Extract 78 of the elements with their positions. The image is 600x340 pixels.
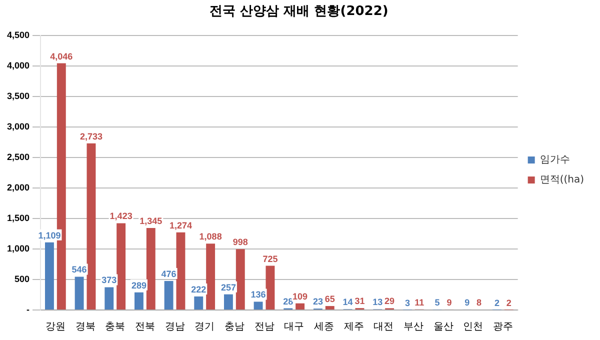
y-tick-label: 4,500 bbox=[6, 30, 30, 40]
bar bbox=[206, 244, 216, 310]
bar bbox=[116, 223, 126, 310]
data-label: 1,088 bbox=[199, 232, 222, 242]
bar bbox=[134, 292, 144, 310]
data-label: 31 bbox=[354, 296, 365, 306]
x-tick-label: 광주 bbox=[492, 322, 513, 333]
y-tick-label: 500 bbox=[14, 274, 30, 284]
x-tick-label: 대전 bbox=[374, 322, 394, 333]
data-label: 998 bbox=[232, 237, 248, 248]
x-tick-label: 대구 bbox=[284, 322, 304, 333]
data-label: 2 bbox=[494, 298, 500, 308]
data-label: 4,046 bbox=[50, 51, 73, 62]
data-label: 222 bbox=[191, 284, 206, 294]
data-label: 5 bbox=[434, 298, 440, 308]
y-tick-label: 1,000 bbox=[6, 244, 30, 254]
data-label: 3 bbox=[404, 298, 410, 308]
x-tick-label: 전남 bbox=[254, 322, 274, 333]
x-tick-label: 세종 bbox=[314, 322, 334, 333]
chart-title: 전국 산양삼 재배 현황(2022) bbox=[210, 4, 388, 20]
data-label: 109 bbox=[292, 291, 308, 302]
bar bbox=[254, 302, 263, 310]
bar bbox=[74, 276, 84, 310]
data-label: 373 bbox=[102, 275, 117, 286]
data-label: 1,274 bbox=[169, 220, 192, 230]
y-tick-label: 3,000 bbox=[6, 122, 30, 132]
data-label: 11 bbox=[414, 297, 424, 308]
bar bbox=[164, 280, 174, 310]
data-label: 257 bbox=[220, 282, 236, 292]
x-tick-label: 인천 bbox=[463, 322, 484, 333]
bar bbox=[146, 228, 156, 310]
x-tick-label: 부산 bbox=[403, 322, 424, 333]
bar bbox=[176, 232, 186, 310]
data-label: 725 bbox=[262, 254, 278, 264]
y-tick-label: 2,000 bbox=[6, 182, 30, 193]
data-label: 65 bbox=[324, 294, 335, 304]
data-label: 136 bbox=[250, 290, 266, 300]
data-label: 2,733 bbox=[80, 131, 102, 142]
data-label: 23 bbox=[312, 296, 323, 307]
data-label: 1,345 bbox=[140, 216, 162, 226]
data-label: 1,109 bbox=[38, 230, 61, 240]
bar bbox=[104, 287, 114, 310]
x-tick-label: 울산 bbox=[433, 322, 454, 333]
y-tick-label: 3,500 bbox=[6, 91, 30, 102]
bar bbox=[86, 143, 96, 310]
data-label: 2 bbox=[506, 298, 512, 308]
data-label: 9 bbox=[446, 297, 452, 308]
y-tick-label: 1,500 bbox=[6, 213, 30, 224]
data-label: 476 bbox=[161, 268, 176, 279]
data-label: 28 bbox=[283, 296, 294, 306]
x-tick-label: 전북 bbox=[134, 322, 155, 333]
bar bbox=[44, 242, 54, 310]
data-label: 29 bbox=[384, 296, 395, 306]
bar bbox=[266, 266, 275, 310]
data-label: 1,423 bbox=[110, 211, 132, 222]
bar bbox=[194, 296, 204, 310]
bar bbox=[325, 306, 334, 310]
x-tick-label: 충남 bbox=[224, 322, 244, 333]
x-tick-label: 제주 bbox=[344, 322, 364, 333]
x-tick-label: 경남 bbox=[164, 322, 185, 333]
bar bbox=[296, 303, 305, 310]
data-label: 9 bbox=[464, 297, 470, 308]
bar bbox=[236, 249, 245, 310]
x-tick-label: 강원 bbox=[45, 322, 66, 333]
y-tick-label: - bbox=[26, 304, 30, 314]
data-label: 14 bbox=[342, 297, 353, 308]
data-label: 546 bbox=[72, 264, 87, 275]
y-tick-label: 2,500 bbox=[6, 152, 30, 162]
legend-label: 면적((ha) bbox=[540, 174, 584, 186]
data-label: 13 bbox=[372, 297, 383, 308]
data-label: 289 bbox=[131, 280, 146, 290]
x-tick-label: 경북 bbox=[75, 322, 96, 333]
legend-label: 임가수 bbox=[540, 154, 570, 166]
x-tick-label: 경기 bbox=[194, 322, 215, 333]
y-tick-label: 4,000 bbox=[6, 60, 30, 71]
data-label: 8 bbox=[476, 297, 482, 308]
x-tick-label: 충북 bbox=[105, 322, 126, 333]
bar bbox=[224, 294, 233, 310]
